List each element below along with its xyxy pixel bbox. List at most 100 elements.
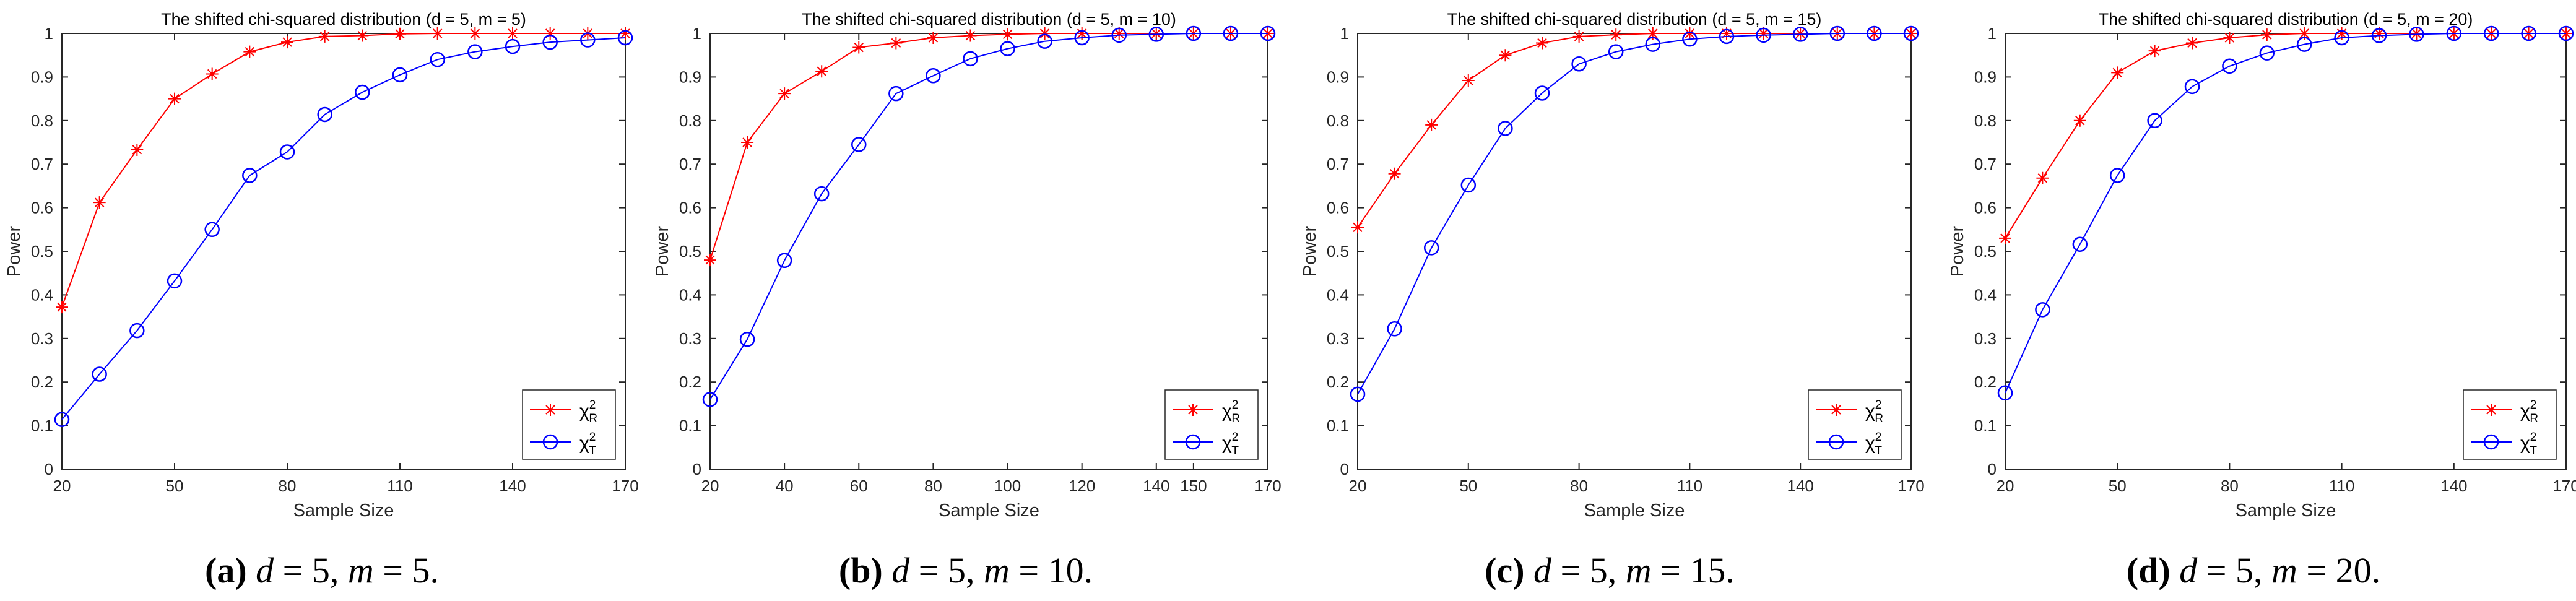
data-point (2371, 28, 2387, 43)
legend-label: χ2 T (579, 431, 596, 457)
data-point (2296, 37, 2312, 52)
caption-m: m (347, 550, 374, 590)
y-tick-label: 0.7 (679, 155, 701, 173)
y-tick-label: 1 (45, 24, 53, 43)
data-point (1112, 27, 1125, 40)
y-tick-label: 0.3 (679, 329, 701, 348)
data-point (1536, 37, 1548, 50)
data-point (1001, 28, 1014, 41)
data-point (1351, 221, 1364, 234)
data-point (430, 51, 445, 67)
x-tick-label: 170 (1897, 477, 1924, 495)
data-point (1720, 27, 1733, 40)
x-axis-label: Sample Size (1584, 501, 1685, 521)
y-tick-label: 0.1 (1974, 417, 1997, 435)
data-point (2036, 171, 2049, 184)
x-tick-label: 50 (2109, 477, 2127, 495)
legend-label-base: χ (579, 433, 589, 454)
data-point (1223, 25, 1239, 41)
y-tick-label: 0.5 (1974, 242, 1997, 261)
y-tick-label: 0.2 (679, 373, 701, 391)
data-point (580, 32, 596, 48)
legend-label-base: χ (1865, 401, 1875, 422)
series-chi2-r (56, 27, 631, 314)
data-point (1462, 74, 1475, 87)
data-point (1423, 240, 1439, 256)
series-chi2-t (1997, 25, 2574, 401)
y-tick-label: 0.5 (679, 242, 701, 261)
data-point (1111, 27, 1127, 43)
y-tick-label: 0.9 (31, 67, 53, 86)
data-point (927, 32, 940, 45)
legend-label-sup: 2 (1875, 431, 1882, 444)
data-point (964, 29, 977, 42)
chart-title: The shifted chi-squared distribution (d … (2099, 10, 2473, 28)
data-point (741, 136, 754, 149)
legend-label-sub: T (2530, 444, 2537, 457)
data-point (852, 41, 865, 54)
legend-label-sup: 2 (589, 399, 596, 412)
data-point (242, 168, 258, 183)
data-point (2111, 66, 2124, 79)
y-tick-label: 0.7 (1974, 155, 1997, 173)
data-point (1388, 167, 1401, 180)
x-tick-label: 20 (1997, 477, 2014, 495)
y-tick-label: 0.3 (1327, 329, 1349, 348)
caption-c: (c) d = 5, m = 15. (1288, 550, 1932, 591)
chart-title: The shifted chi-squared distribution (d … (1447, 10, 1822, 28)
chart-panel-2: The shifted chi-squared distribution (d … (653, 10, 1281, 521)
legend-box (2463, 389, 2557, 460)
y-tick-label: 0 (45, 460, 53, 478)
legend-label: χ2 T (1865, 431, 1882, 457)
series-line (61, 37, 626, 420)
y-tick-label: 0.7 (31, 155, 53, 173)
x-tick-label: 120 (1069, 477, 1095, 495)
data-point (92, 366, 107, 382)
y-tick-label: 0.8 (1974, 111, 1997, 130)
y-tick-label: 0.5 (1327, 242, 1349, 261)
legend-box (1808, 389, 1902, 460)
data-point (1683, 27, 1696, 40)
x-axis-label: Sample Size (939, 501, 1039, 521)
legend-label-sup: 2 (2530, 431, 2537, 444)
y-tick-label: 0.4 (679, 285, 701, 304)
y-tick-label: 1 (1340, 24, 1349, 43)
data-point (2109, 168, 2125, 183)
caption-d-value: = 5, (2206, 550, 2263, 590)
x-tick-label: 110 (387, 477, 412, 495)
data-point (1572, 30, 1585, 43)
series-chi2-t (702, 25, 1276, 407)
legend-label: χ2 R (1222, 399, 1240, 425)
legend-marker (2483, 434, 2499, 450)
legend-label-sub: T (1231, 444, 1239, 457)
legend-entry-chi2-r: χ2 R (1173, 399, 1240, 425)
data-point (739, 331, 755, 347)
data-point (2259, 45, 2275, 61)
data-point (431, 27, 444, 40)
data-point (2035, 302, 2050, 318)
x-tick-label: 60 (850, 477, 868, 495)
caption-label: (d) (2126, 550, 2171, 590)
legend: χ2 Rχ2 T (1164, 389, 1259, 460)
legend-label-base: χ (579, 401, 589, 422)
data-point (1792, 27, 1808, 42)
caption-b: (b) d = 5, m = 10. (644, 550, 1288, 591)
data-point (168, 92, 181, 105)
legend-label-base: χ (1865, 433, 1875, 454)
legend-label: χ2 R (1865, 399, 1883, 425)
data-point (1150, 27, 1163, 40)
x-tick-label: 170 (2552, 477, 2576, 495)
data-point (93, 196, 106, 209)
data-point (1000, 41, 1015, 56)
data-point (2521, 25, 2536, 41)
chart-panel-4: The shifted chi-squared distribution (d … (1948, 10, 2576, 521)
y-tick-label: 0.8 (1327, 111, 1349, 130)
data-point (2072, 236, 2088, 252)
y-tick-label: 0.1 (31, 417, 53, 435)
y-tick-label: 0 (1988, 460, 1997, 478)
y-tick-label: 0.2 (1327, 373, 1349, 391)
data-point (1387, 321, 1402, 337)
data-point (54, 412, 70, 427)
x-tick-label: 20 (1349, 477, 1367, 495)
legend-label-sub: R (2530, 412, 2538, 425)
